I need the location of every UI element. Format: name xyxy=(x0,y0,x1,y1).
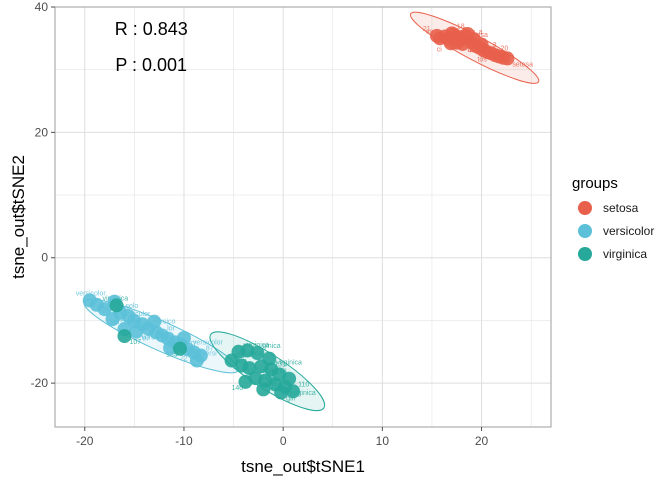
y-tick-label: 40 xyxy=(35,0,49,14)
setosa-point xyxy=(460,26,475,41)
versicolor-point xyxy=(129,324,144,339)
x-tick-label: 10 xyxy=(376,434,390,448)
setosa-point-label: sa xyxy=(426,28,434,35)
legend-label-virginica: virginica xyxy=(603,247,647,261)
virginica-point xyxy=(172,341,187,356)
versicolor-point-label: versicolor xyxy=(193,339,224,346)
versicolor-point xyxy=(189,353,204,368)
y-axis-ticks: -20 0 20 40 xyxy=(31,0,55,390)
virginica-point xyxy=(256,382,271,397)
legend-key-setosa xyxy=(578,201,592,215)
setosa-point-label: setosa xyxy=(512,61,533,68)
virginica-point xyxy=(224,353,239,368)
versicolor-point-label: lor xyxy=(167,325,175,332)
stat-annotations: R : 0.843 P : 0.001 xyxy=(115,19,188,75)
virginica-point-label: virginica xyxy=(290,390,316,397)
versicolor-point-label: vers xyxy=(141,335,155,342)
virginica-point xyxy=(282,371,297,386)
virginica-point xyxy=(286,384,301,399)
legend-key-virginica xyxy=(578,247,592,261)
virginica-point-label: virginica xyxy=(276,359,302,366)
versicolor-point-label: 87 xyxy=(206,346,214,353)
virginica-point-label: 135 xyxy=(166,352,178,359)
virginica-point-label: gin xyxy=(286,396,295,403)
setosa-point xyxy=(474,37,489,52)
setosa-point-label: 4 xyxy=(468,48,472,55)
virginica-point-label: virginica xyxy=(244,342,270,349)
virginica-point-label: 131 xyxy=(274,362,286,369)
x-axis-title: tsne_out$tSNE1 xyxy=(241,457,365,476)
r-value-annotation: R : 0.843 xyxy=(115,19,188,39)
virginica-point xyxy=(262,351,277,366)
x-tick-label: 20 xyxy=(475,434,489,448)
x-tick-label: -20 xyxy=(76,434,94,448)
setosa-point-label: 3 xyxy=(493,42,497,49)
plot-panel xyxy=(55,7,551,427)
virginica-point xyxy=(109,298,124,313)
p-value-annotation: P : 0.001 xyxy=(115,55,187,75)
virginica-point xyxy=(117,329,132,344)
plot-border xyxy=(54,6,552,428)
versicolor-point xyxy=(163,341,178,356)
legend-title: groups xyxy=(572,175,618,192)
versicolor-point-label: colo xyxy=(125,303,138,310)
setosa-point-label: osa xyxy=(477,32,488,39)
legend: groups setosa versicolor virginica xyxy=(572,175,654,261)
grid-lines xyxy=(55,6,551,427)
versicolor-point xyxy=(97,302,112,317)
setosa-point xyxy=(500,51,515,66)
virginica-point-label: 110 xyxy=(298,381,309,388)
virginica-point xyxy=(250,346,265,361)
y-tick-label: 20 xyxy=(35,125,49,139)
setosa-point xyxy=(429,28,444,43)
versicolor-point-label: 72 xyxy=(180,355,188,362)
x-tick-label: -10 xyxy=(175,434,193,448)
legend-label-versicolor: versicolor xyxy=(603,224,654,238)
setosa-point-label: tos xyxy=(477,56,487,63)
virginica-point-label: ginica xyxy=(262,343,280,350)
versicolor-point-label: versi xyxy=(202,351,217,358)
legend-label-setosa: setosa xyxy=(603,201,639,215)
legend-key-versicolor xyxy=(578,224,592,238)
y-tick-label: 0 xyxy=(41,251,48,265)
setosa-point-label: a xyxy=(479,29,483,36)
virginica-point-label: 140 xyxy=(231,385,243,392)
setosa-point-label: 18 xyxy=(457,23,465,30)
versicolor-point-label: 97 xyxy=(142,335,150,342)
x-axis-ticks: -20 -10 0 10 20 xyxy=(76,427,489,448)
versicolor-point xyxy=(176,330,191,345)
y-axis-title: tsne_out$tSNE2 xyxy=(9,155,28,279)
versicolor-point xyxy=(147,314,162,329)
versicolor-point xyxy=(105,312,120,327)
virginica-point xyxy=(274,385,289,400)
virginica-point-label: 107 xyxy=(129,339,141,346)
versicolor-point-label: versico xyxy=(153,319,175,326)
y-tick-label: -20 xyxy=(31,376,49,390)
setosa-point-label: 20 xyxy=(500,45,508,52)
setosa-point-label: ci xyxy=(437,46,443,53)
virginica-point xyxy=(238,374,253,389)
data-points xyxy=(82,26,515,400)
setosa-point xyxy=(444,26,459,41)
x-tick-label: 0 xyxy=(280,434,287,448)
setosa-point-label: 21 xyxy=(423,26,431,33)
